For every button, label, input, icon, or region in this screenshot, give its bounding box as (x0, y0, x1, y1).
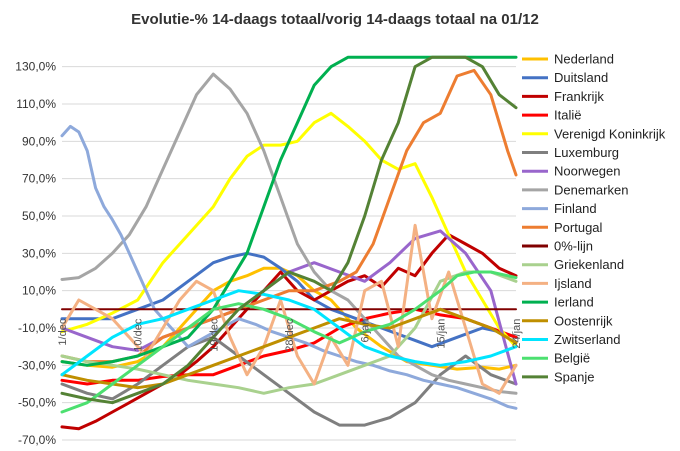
legend-label: Noorwegen (554, 164, 621, 179)
y-tick-label: -50,0% (18, 396, 56, 410)
legend-label: Spanje (554, 369, 594, 384)
series-line (60, 251, 518, 349)
legend-label: Griekenland (554, 257, 624, 272)
x-axis-ticks: 1/dec 10/dec 19/dec 28/dec 6/jan 15/jan 24/jan (57, 318, 523, 352)
series-line (60, 307, 518, 390)
legend-label: Zwitserland (554, 332, 620, 347)
x-tick-label: 15/jan (435, 319, 447, 349)
x-tick-label: 6/jan (360, 319, 372, 343)
legend-label: Ijsland (554, 276, 592, 291)
x-tick-label: 28/dec (284, 318, 296, 352)
y-tick-label: -10,0% (18, 321, 56, 335)
legend-label: Portugal (554, 220, 603, 235)
series-line (60, 111, 518, 349)
series-line (60, 55, 518, 405)
series-line (60, 233, 518, 431)
legend-label: Italië (554, 108, 581, 123)
y-tick-label: 30,0% (22, 246, 56, 260)
y-tick-label: 130,0% (15, 60, 56, 74)
legend-label: België (554, 351, 590, 366)
series-line (60, 124, 518, 410)
x-tick-label: 24/jan (511, 319, 523, 349)
legend-label: Verenigd Koninkrijk (554, 126, 666, 141)
x-tick-label: 19/dec (208, 318, 220, 352)
series-line (60, 270, 518, 395)
x-tick-label: 10/dec (133, 318, 145, 352)
legend-label: Nederland (554, 52, 614, 67)
series-lines (60, 55, 518, 431)
legend-label: 0%-lijn (554, 239, 593, 254)
legend-label: Finland (554, 201, 597, 216)
chart-title: Evolutie-% 14-daags totaal/vorig 14-daag… (131, 11, 539, 28)
legend-label: Oostenrijk (554, 313, 613, 328)
legend: Nederland Duitsland Frankrijk Italië Verenig… (522, 52, 666, 384)
y-tick-label: 70,0% (22, 172, 56, 186)
legend-label: Duitsland (554, 70, 608, 85)
legend-label: Ierland (554, 295, 594, 310)
legend-label: Frankrijk (554, 89, 604, 104)
y-axis-ticks: 130,0% 110,0% 90,0% 70,0% 50,0% 30,0% 10,0% -10… (15, 60, 56, 447)
y-tick-label: 50,0% (22, 209, 56, 223)
x-tick-label: 1/dec (57, 318, 69, 345)
legend-label: Denemarken (554, 182, 628, 197)
y-tick-label: -30,0% (18, 358, 56, 372)
series-line (60, 307, 518, 386)
series-line (60, 289, 518, 377)
gridlines (62, 66, 516, 441)
y-tick-label: 90,0% (22, 134, 56, 148)
series-line (60, 335, 518, 427)
series-line (60, 223, 518, 395)
y-tick-label: 110,0% (16, 97, 56, 111)
y-tick-label: 10,0% (22, 284, 56, 298)
y-tick-label: -70,0% (18, 433, 56, 447)
legend-label: Luxemburg (554, 145, 619, 160)
series-line (60, 270, 518, 414)
series-line (60, 72, 518, 395)
